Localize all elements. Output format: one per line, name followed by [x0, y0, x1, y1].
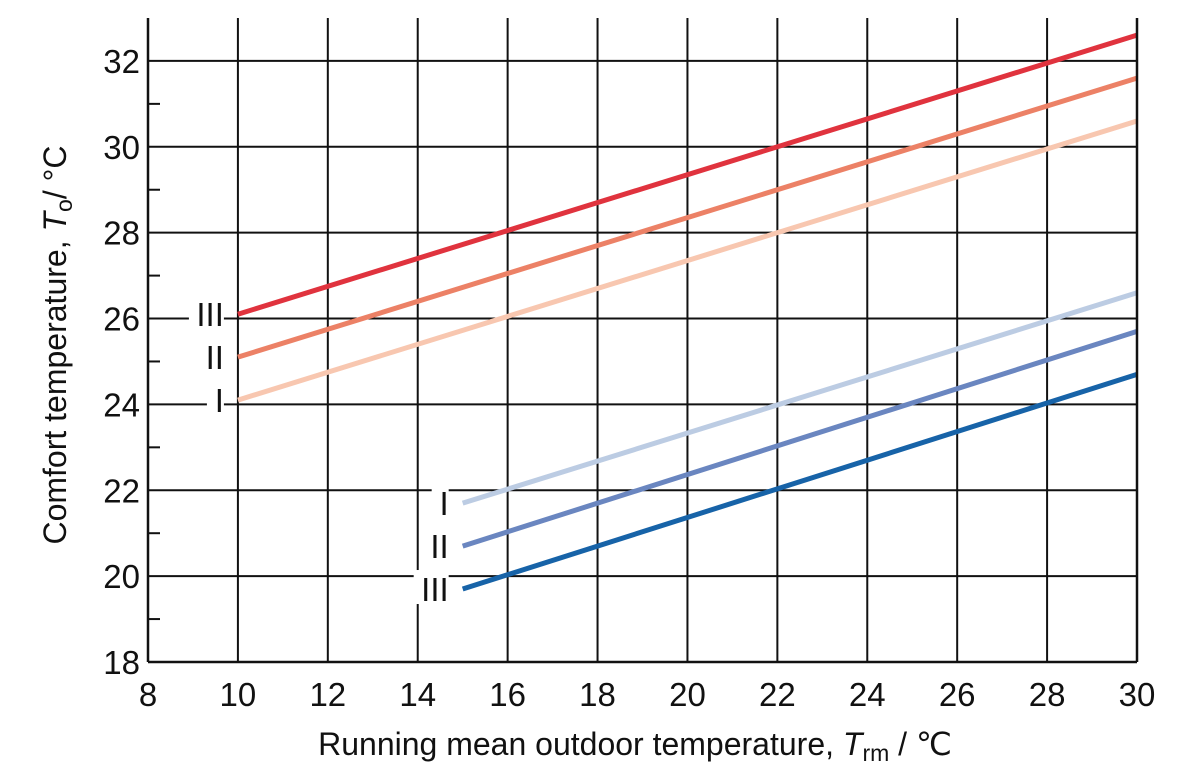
x-tick-label: 18	[579, 676, 616, 713]
series-label-bg	[422, 527, 449, 562]
y-tick-label: 32	[103, 43, 140, 80]
series-label-upper-i: I	[215, 382, 224, 419]
x-tick-label: 30	[1119, 676, 1156, 713]
x-tick-label: 16	[489, 676, 526, 713]
y-tick-label: 28	[103, 215, 140, 252]
y-tick-label: 24	[103, 386, 140, 423]
x-tick-label: 10	[220, 676, 257, 713]
series-line-lower-iii	[461, 371, 1138, 592]
y-tick-label: 18	[103, 644, 140, 681]
series-label-bg	[197, 338, 224, 373]
series-line-upper-i	[237, 118, 1138, 403]
series-line-lower-i	[461, 290, 1138, 506]
series-label-bg	[206, 381, 224, 416]
y-tick-label: 26	[103, 301, 140, 338]
series-label-upper-iii: III	[196, 296, 224, 333]
x-tick-label: 24	[849, 676, 886, 713]
series-line-upper-ii	[237, 75, 1138, 360]
x-tick-label: 12	[309, 676, 346, 713]
x-tick-label: 28	[1029, 676, 1066, 713]
series-label-bg	[413, 570, 449, 605]
series-label-lower-i: I	[440, 485, 449, 522]
series-line-lower-ii	[461, 329, 1138, 549]
x-tick-label: 26	[939, 676, 976, 713]
series-label-lower-ii: II	[430, 528, 448, 565]
y-tick-label: 30	[103, 129, 140, 166]
x-axis-title: Running mean outdoor temperature, Trm / …	[318, 726, 952, 766]
x-tick-label: 22	[759, 676, 796, 713]
y-axis-title: Comfort temperature, To/ °C	[37, 145, 77, 544]
x-tick-label: 14	[399, 676, 436, 713]
series-label-bg	[188, 295, 224, 330]
series-label-upper-ii: II	[206, 339, 224, 376]
series-label-lower-iii: III	[421, 571, 449, 608]
series-label-bg	[431, 484, 449, 519]
y-tick-label: 22	[103, 472, 140, 509]
x-tick-label: 20	[669, 676, 706, 713]
x-tick-label: 8	[139, 676, 157, 713]
y-tick-label: 20	[103, 558, 140, 595]
series-line-upper-iii	[237, 32, 1138, 317]
